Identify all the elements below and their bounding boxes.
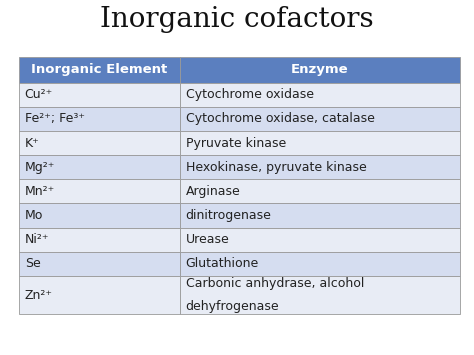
Text: Mn²⁺: Mn²⁺ xyxy=(25,185,55,198)
Text: dehyfrogenase: dehyfrogenase xyxy=(185,300,279,313)
Text: Ni²⁺: Ni²⁺ xyxy=(25,233,49,246)
Text: Carbonic anhydrase, alcohol: Carbonic anhydrase, alcohol xyxy=(185,277,364,290)
Text: Mo: Mo xyxy=(25,209,43,222)
Bar xyxy=(180,252,460,276)
Bar xyxy=(180,155,460,179)
Text: Cu²⁺: Cu²⁺ xyxy=(25,88,53,101)
Bar xyxy=(180,83,460,107)
Bar xyxy=(19,252,180,276)
Bar xyxy=(180,57,460,83)
Bar xyxy=(19,228,180,252)
Bar xyxy=(19,155,180,179)
Text: Inorganic Element: Inorganic Element xyxy=(31,63,167,76)
Text: Urease: Urease xyxy=(185,233,229,246)
Bar xyxy=(180,107,460,131)
Bar xyxy=(180,203,460,228)
Bar xyxy=(19,131,180,155)
Bar xyxy=(19,276,180,314)
Bar xyxy=(180,179,460,203)
Text: Cytochrome oxidase: Cytochrome oxidase xyxy=(185,88,313,101)
Text: Enzyme: Enzyme xyxy=(291,63,349,76)
Bar xyxy=(180,131,460,155)
Text: Hexokinase, pyruvate kinase: Hexokinase, pyruvate kinase xyxy=(185,161,366,174)
Bar xyxy=(19,203,180,228)
Text: Cytochrome oxidase, catalase: Cytochrome oxidase, catalase xyxy=(185,113,374,125)
Text: Se: Se xyxy=(25,257,40,270)
Bar xyxy=(19,107,180,131)
Text: Glutathione: Glutathione xyxy=(185,257,259,270)
Text: Zn²⁺: Zn²⁺ xyxy=(25,289,53,301)
Text: Arginase: Arginase xyxy=(185,185,240,198)
Bar xyxy=(180,276,460,314)
Bar xyxy=(19,57,180,83)
Text: Inorganic cofactors: Inorganic cofactors xyxy=(100,6,374,33)
Bar xyxy=(19,179,180,203)
Bar xyxy=(19,83,180,107)
Text: Pyruvate kinase: Pyruvate kinase xyxy=(185,137,286,149)
Text: dinitrogenase: dinitrogenase xyxy=(185,209,272,222)
Bar xyxy=(180,228,460,252)
Text: Fe²⁺; Fe³⁺: Fe²⁺; Fe³⁺ xyxy=(25,113,85,125)
Text: Mg²⁺: Mg²⁺ xyxy=(25,161,55,174)
Text: K⁺: K⁺ xyxy=(25,137,39,149)
